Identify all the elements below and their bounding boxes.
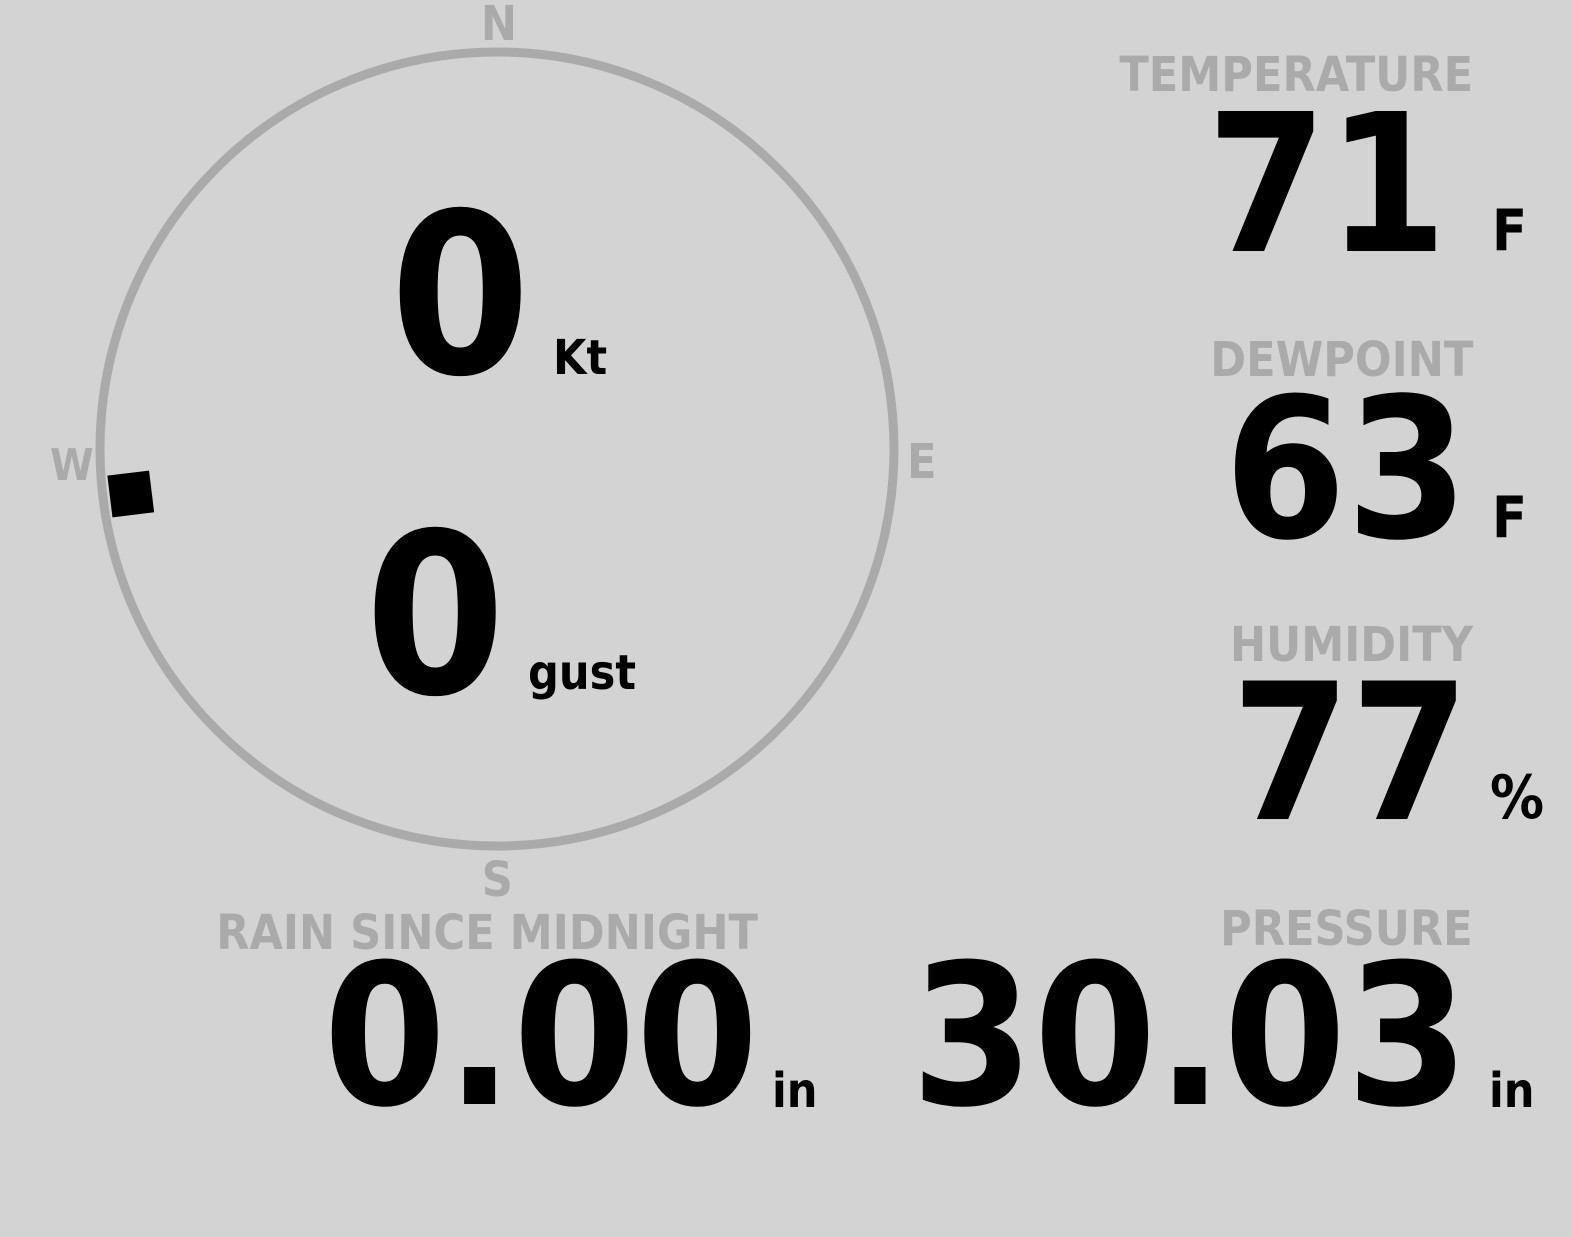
compass-dial [95,47,899,851]
pressure-unit: in [1489,1063,1535,1119]
pressure-label: PRESSURE [1220,901,1473,957]
compass-west: W [50,440,94,491]
rain-unit: in [772,1063,818,1119]
compass-south: S [481,852,513,908]
dewpoint-value: 63 [1223,356,1468,583]
dewpoint-label: DEWPOINT [1209,332,1473,388]
compass-east: E [907,434,937,490]
humidity-unit: % [1490,763,1545,833]
temperature-label: TEMPERATURE [1119,47,1473,103]
humidity-label: HUMIDITY [1230,617,1473,673]
compass-north: N [480,0,518,52]
wind-speed-unit: Kt [553,330,608,386]
dewpoint-unit: F [1492,485,1528,551]
rain-value: 0.00 [323,923,759,1151]
pressure-value: 30.03 [911,923,1469,1151]
wind-direction-marker [107,470,155,518]
wind-gust-unit: gust [528,645,637,701]
humidity-value: 77 [1231,643,1469,864]
wind-speed-value: 0 [390,165,531,426]
rain-label: RAIN SINCE MIDNIGHT [216,905,758,961]
wind-gust-value: 0 [365,485,506,746]
temperature-unit: F [1492,198,1528,264]
temperature-value: 71 [1206,74,1447,297]
